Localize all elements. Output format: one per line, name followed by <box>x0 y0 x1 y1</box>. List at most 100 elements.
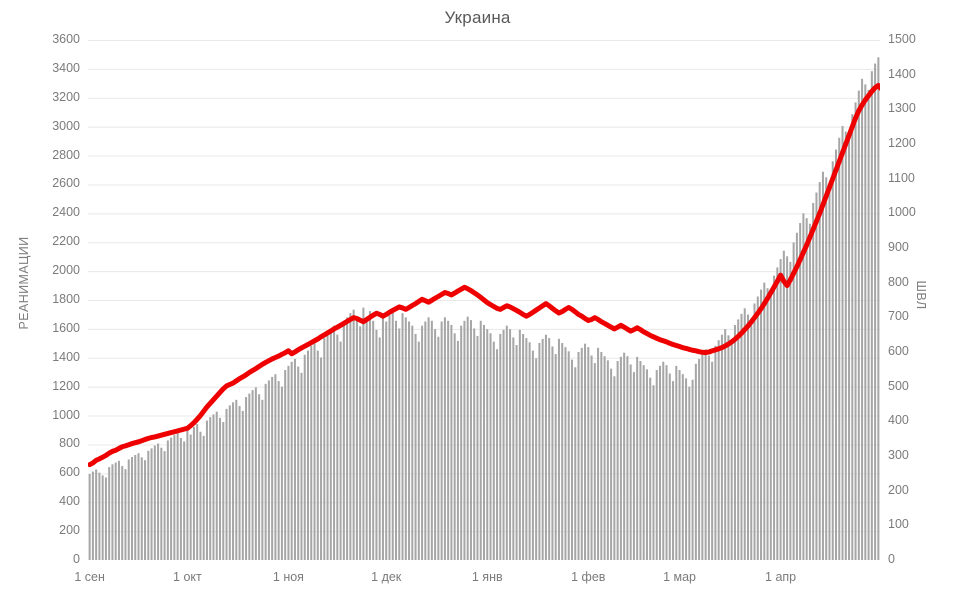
bar <box>333 325 336 560</box>
bar <box>841 125 844 560</box>
bar <box>434 329 437 560</box>
bar <box>792 242 795 560</box>
bar <box>698 358 701 560</box>
y-axis-left-tick-label: 3200 <box>52 89 80 104</box>
bar <box>626 356 629 560</box>
bar <box>616 361 619 560</box>
bar <box>274 374 277 560</box>
bar <box>655 370 658 560</box>
bar <box>737 319 740 560</box>
y-axis-right-tick-label: 1100 <box>888 170 915 185</box>
bar <box>440 321 443 560</box>
bar <box>98 472 101 560</box>
x-axis-tick-label: 1 мар <box>663 570 697 584</box>
bar <box>163 451 166 560</box>
bar <box>691 379 694 560</box>
bar <box>522 333 525 560</box>
bar <box>381 317 384 560</box>
bar <box>430 320 433 560</box>
bar <box>564 347 567 560</box>
bar <box>140 457 143 560</box>
bar <box>587 347 590 560</box>
bar <box>469 320 472 560</box>
y-axis-left-tick-label: 3000 <box>52 118 80 133</box>
y-axis-right-tick-label: 500 <box>888 378 909 393</box>
bar <box>694 363 697 560</box>
bar <box>577 352 580 560</box>
y-axis-right-tick-label: 800 <box>888 274 909 289</box>
bar <box>675 365 678 560</box>
bar <box>391 311 394 560</box>
bar <box>600 352 603 560</box>
bar <box>362 307 365 560</box>
bar <box>202 435 205 560</box>
bar <box>610 368 613 560</box>
bar <box>189 434 192 560</box>
bar <box>763 282 766 560</box>
y-axis-right-tick-label: 0 <box>888 552 895 566</box>
bar <box>179 437 182 560</box>
bar <box>848 137 851 560</box>
bar <box>867 89 870 560</box>
bar <box>101 475 104 560</box>
y-axis-right-tick-label: 1500 <box>888 32 916 46</box>
bar <box>166 440 169 560</box>
bar <box>368 311 371 560</box>
bar <box>114 462 117 560</box>
bar <box>851 114 854 560</box>
x-axis-tick-label: 1 окт <box>173 570 202 584</box>
y-axis-left-tick-label: 2000 <box>52 263 80 278</box>
bar <box>711 361 714 560</box>
line-series-icu <box>88 83 880 468</box>
bar <box>584 343 587 560</box>
bar <box>352 309 355 560</box>
bar <box>580 347 583 560</box>
bar <box>310 345 313 560</box>
bar <box>652 385 655 560</box>
bar <box>821 171 824 560</box>
y-axis-right-tick-label: 600 <box>888 344 909 358</box>
bar <box>443 317 446 560</box>
bar <box>760 289 763 560</box>
bar <box>404 317 407 560</box>
bar <box>186 429 189 560</box>
bar <box>88 474 91 560</box>
bar <box>492 341 495 560</box>
bar <box>561 342 564 560</box>
bar <box>372 320 375 560</box>
bar <box>245 397 248 560</box>
bar <box>590 355 593 560</box>
bar <box>111 464 114 560</box>
bar <box>857 90 860 560</box>
bar <box>603 356 606 560</box>
y-axis-right-tick-label: 1300 <box>888 101 916 116</box>
bar <box>489 333 492 560</box>
bar <box>153 445 156 560</box>
bar <box>450 324 453 560</box>
bar <box>538 342 541 560</box>
bar <box>117 460 120 560</box>
bar <box>746 314 750 560</box>
y-axis-left-tick-label: 2600 <box>52 176 80 191</box>
y-axis-left-tick-label: 1600 <box>52 320 80 335</box>
y-axis-left-tick-label: 1400 <box>52 349 80 364</box>
x-axis-tick-label: 1 дек <box>371 570 402 584</box>
bar <box>750 320 753 560</box>
bar <box>727 335 730 560</box>
bar <box>277 381 280 560</box>
bar <box>509 329 512 560</box>
bar <box>707 355 710 560</box>
bar <box>375 329 378 560</box>
bar <box>740 313 743 560</box>
bar <box>228 405 231 560</box>
bar <box>290 361 293 560</box>
bar <box>267 380 270 560</box>
bar <box>326 333 329 560</box>
bar <box>287 365 290 560</box>
y-axis-right-tick-label: 900 <box>888 240 909 254</box>
bar <box>861 78 864 560</box>
bar <box>232 402 235 560</box>
bar <box>623 352 626 560</box>
bar <box>632 372 635 560</box>
bar <box>854 102 857 560</box>
